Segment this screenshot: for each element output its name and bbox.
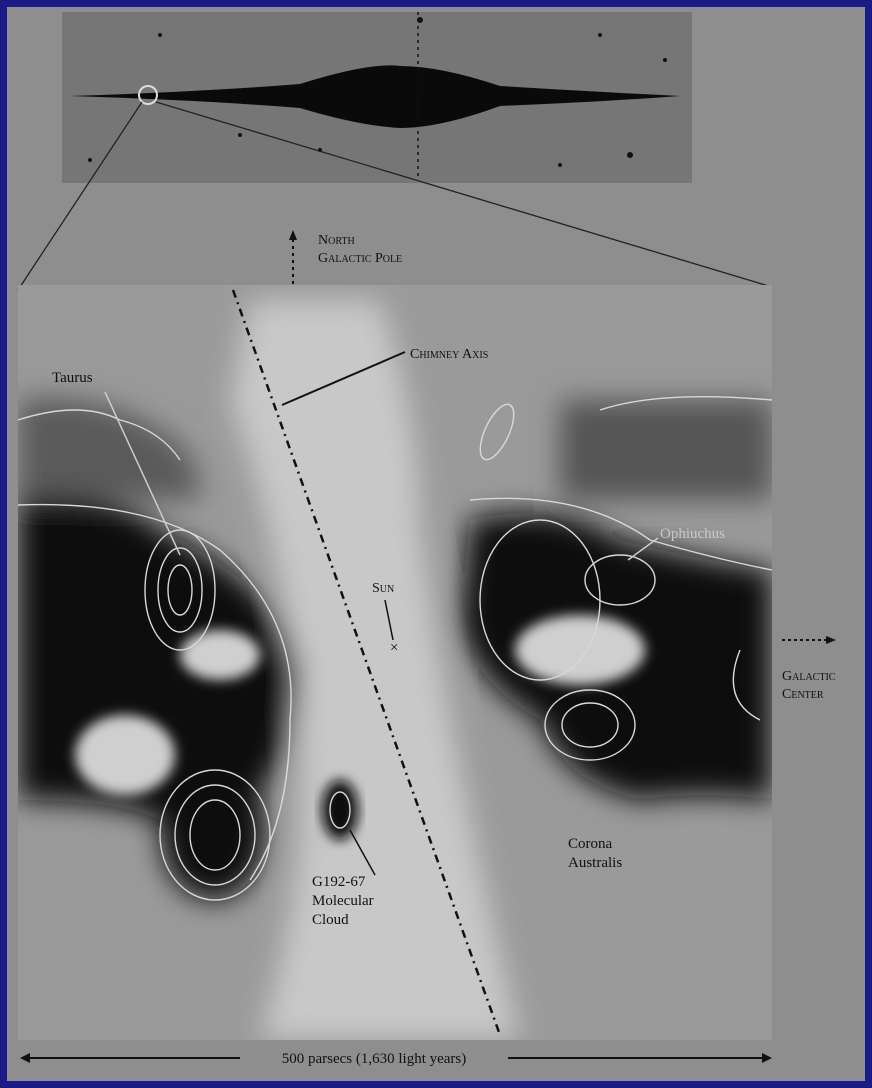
pole-arrowhead: [289, 230, 297, 240]
chimney-label: Chimney Axis: [410, 347, 488, 362]
pole-label: North: [318, 233, 355, 248]
leader-line: [384, 599, 394, 641]
sun-label: Sun: [372, 581, 394, 596]
scale-label: 500 parsecs (1,630 light years): [282, 1051, 467, 1067]
center-arrowhead: [826, 636, 836, 644]
leader-line: [627, 537, 659, 561]
corona-label: Australis: [568, 855, 622, 871]
corona-label: Corona: [568, 836, 613, 852]
ophiuchus-label: Ophiuchus: [660, 526, 725, 542]
sun-marker: ×: [390, 640, 398, 656]
cloud-label: G192-67: [312, 874, 366, 890]
zoom-line: [155, 101, 773, 288]
leader-line: [281, 351, 406, 406]
taurus-label: Taurus: [52, 370, 93, 386]
galaxy-inset: [62, 12, 692, 183]
leader-line: [104, 391, 181, 556]
leader-line: [349, 829, 376, 876]
center-label: Galactic: [782, 669, 836, 684]
map: [18, 285, 772, 1040]
cloud-label: Molecular: [312, 893, 374, 909]
center-label: Center: [782, 687, 824, 702]
zoom-line: [17, 101, 143, 291]
pole-label: Galactic Pole: [318, 251, 402, 266]
cloud-label: Cloud: [312, 912, 349, 928]
